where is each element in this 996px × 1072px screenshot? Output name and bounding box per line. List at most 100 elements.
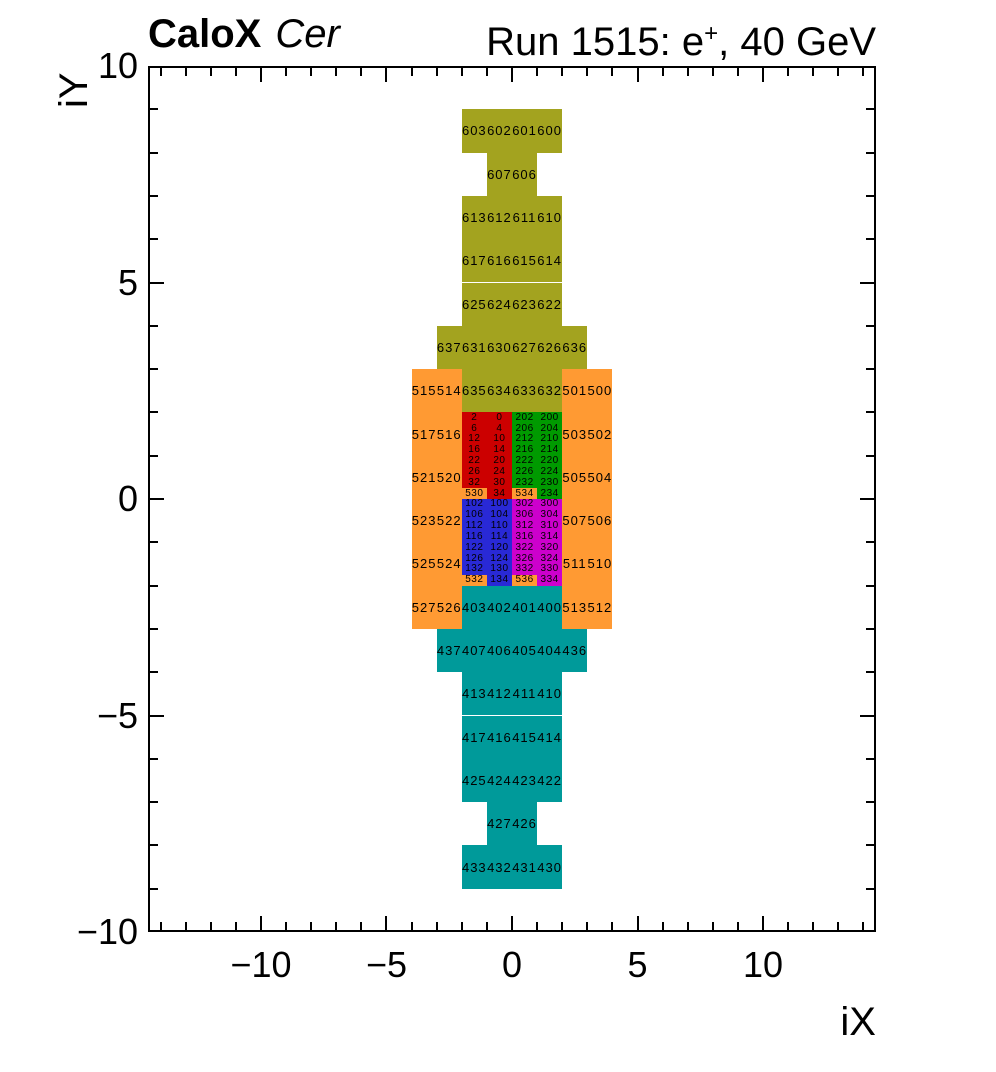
y-tick-right — [866, 584, 874, 587]
channel-cell-623: 623 — [512, 282, 538, 326]
channel-cell-625: 625 — [461, 282, 487, 326]
channel-cell-630: 630 — [486, 325, 512, 370]
channel-cell-632: 632 — [537, 369, 563, 413]
channel-cell-526: 526 — [436, 585, 462, 629]
x-tick-top — [385, 68, 388, 82]
channel-cell-322: 322 — [512, 542, 538, 554]
y-tick-right — [860, 281, 874, 284]
channel-cell-212: 212 — [512, 434, 538, 445]
channel-cell-304: 304 — [537, 510, 563, 521]
x-tick-bottom — [686, 922, 689, 930]
y-axis-tick-label: 10 — [97, 45, 138, 86]
channel-cell-631: 631 — [461, 325, 487, 370]
y-tick-left — [150, 671, 158, 674]
channel-cell-423: 423 — [512, 758, 538, 803]
channel-cell-614: 614 — [537, 239, 563, 283]
channel-cell-100: 100 — [486, 499, 512, 510]
x-tick-bottom — [184, 922, 187, 930]
channel-cell-637: 637 — [436, 325, 462, 370]
channel-cell-106: 106 — [461, 510, 487, 521]
channel-cell-507: 507 — [562, 499, 588, 543]
channel-cell-326: 326 — [512, 553, 538, 564]
channel-cell-22: 22 — [461, 456, 487, 467]
x-tick-top — [561, 68, 564, 76]
channel-cell-522: 522 — [436, 499, 462, 543]
y-tick-right — [866, 887, 874, 890]
y-tick-right — [866, 238, 874, 241]
x-tick-top — [611, 68, 614, 76]
channel-cell-410: 410 — [537, 672, 563, 716]
channel-cell-407: 407 — [461, 628, 487, 673]
channel-cell-514: 514 — [436, 369, 462, 413]
x-tick-top — [410, 68, 413, 76]
channel-cell-214: 214 — [537, 445, 563, 456]
x-tick-top — [636, 68, 639, 82]
channel-cell-110: 110 — [486, 521, 512, 532]
channel-cell-216: 216 — [512, 445, 538, 456]
x-tick-bottom — [485, 922, 488, 930]
x-tick-bottom — [410, 922, 413, 930]
channel-cell-320: 320 — [537, 542, 563, 554]
y-tick-right — [866, 454, 874, 457]
channel-cell-330: 330 — [537, 564, 563, 575]
x-tick-top — [485, 68, 488, 76]
channel-cell-12: 12 — [461, 434, 487, 445]
channel-cell-334: 334 — [537, 575, 563, 586]
channel-cell-130: 130 — [486, 564, 512, 575]
x-axis-tick-label: −10 — [230, 944, 292, 985]
y-tick-left — [150, 151, 158, 154]
channel-cell-204: 204 — [537, 423, 563, 435]
channel-cell-413: 413 — [461, 672, 487, 716]
x-tick-bottom — [360, 922, 363, 930]
channel-cell-627: 627 — [512, 325, 538, 370]
y-tick-left — [150, 194, 158, 197]
channel-cell-120: 120 — [486, 542, 512, 554]
x-axis-tick-label: −5 — [365, 944, 407, 985]
channel-cell-16: 16 — [461, 445, 487, 456]
channel-cell-404: 404 — [537, 628, 563, 673]
channel-cell-200: 200 — [537, 412, 563, 424]
channel-cell-611: 611 — [512, 195, 538, 240]
x-tick-top — [787, 68, 790, 76]
channel-cell-431: 431 — [512, 845, 538, 889]
x-axis-title: iX — [840, 1000, 876, 1044]
x-tick-bottom — [661, 922, 664, 930]
channel-cell-414: 414 — [537, 715, 563, 759]
channel-cell-516: 516 — [436, 412, 462, 456]
channel-cell-312: 312 — [512, 521, 538, 532]
x-tick-top — [234, 68, 237, 76]
run-info-prefix: Run 1515: e — [486, 20, 705, 64]
y-tick-left — [150, 238, 158, 241]
channel-cell-10: 10 — [486, 434, 512, 445]
x-tick-top — [360, 68, 363, 76]
channel-cell-506: 506 — [587, 499, 613, 543]
y-tick-right — [860, 714, 874, 717]
y-tick-left — [150, 281, 164, 284]
channel-cell-116: 116 — [461, 531, 487, 543]
channel-cell-4: 4 — [486, 423, 512, 435]
x-tick-bottom — [335, 922, 338, 930]
y-tick-left — [150, 541, 158, 544]
y-tick-right — [866, 671, 874, 674]
channel-cell-406: 406 — [486, 628, 512, 673]
channel-cell-324: 324 — [537, 553, 563, 564]
x-tick-top — [711, 68, 714, 76]
channel-cell-202: 202 — [512, 412, 538, 424]
x-tick-top — [209, 68, 212, 76]
channel-cell-0: 0 — [486, 412, 512, 424]
x-tick-bottom — [586, 922, 589, 930]
y-tick-left — [150, 844, 158, 847]
channel-cell-513: 513 — [562, 585, 588, 629]
channel-cell-102: 102 — [461, 499, 487, 510]
y-axis-tick-label: 0 — [117, 478, 138, 519]
channel-cell-536: 536 — [512, 575, 538, 586]
x-tick-top — [184, 68, 187, 76]
y-tick-left — [150, 801, 158, 804]
channel-cell-300: 300 — [537, 499, 563, 510]
y-tick-right — [866, 627, 874, 630]
channel-cell-615: 615 — [512, 239, 538, 283]
y-tick-right — [866, 108, 874, 111]
channel-cell-635: 635 — [461, 369, 487, 413]
channel-cell-521: 521 — [411, 455, 437, 499]
